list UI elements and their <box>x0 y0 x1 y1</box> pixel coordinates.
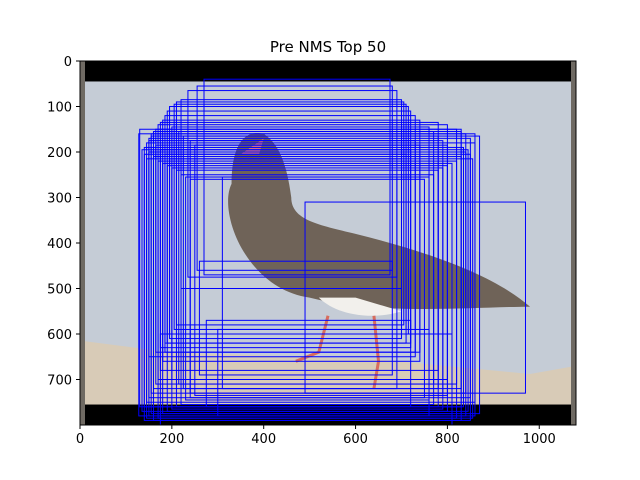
proposal-box <box>143 153 471 421</box>
proposal-box <box>178 131 435 385</box>
plot-area <box>79 60 577 426</box>
x-tick-label: 0 <box>76 432 84 447</box>
proposal-box <box>146 158 474 419</box>
proposal-box <box>159 149 412 349</box>
x-tick-label: 400 <box>251 432 276 447</box>
y-tick-label: 300 <box>47 192 72 207</box>
goose-belly <box>318 297 402 316</box>
y-tick-label: 600 <box>47 328 72 343</box>
x-tick-label: 1000 <box>523 432 556 447</box>
y-tick-label: 200 <box>47 146 72 161</box>
x-axis: 0 200 400 600 800 1000 <box>76 425 556 447</box>
proposal-box <box>171 126 430 380</box>
left-border <box>80 61 85 425</box>
proposal-box <box>194 144 448 396</box>
x-tick-label: 800 <box>435 432 460 447</box>
goose-beak <box>240 138 264 155</box>
right-border <box>571 61 576 425</box>
y-tick-label: 400 <box>47 237 72 252</box>
y-tick-label: 500 <box>47 283 72 298</box>
y-tick-label: 700 <box>47 374 72 389</box>
goose-body <box>228 132 531 309</box>
x-tick-label: 600 <box>343 432 368 447</box>
y-axis: 0 100 200 300 400 500 600 700 <box>47 55 80 389</box>
bottom-letterbox <box>85 404 571 425</box>
y-tick-label: 0 <box>64 55 72 70</box>
x-tick-label: 200 <box>159 432 184 447</box>
y-tick-label: 100 <box>47 101 72 116</box>
proposal-box <box>198 260 393 376</box>
proposal-box <box>182 135 439 390</box>
proposal-box <box>205 319 412 408</box>
proposal-box <box>196 85 393 271</box>
proposal-box <box>217 328 430 417</box>
proposal-boxes <box>138 78 526 426</box>
top-letterbox <box>85 61 571 82</box>
chart-title: Pre NMS Top 50 <box>270 38 386 56</box>
proposal-box <box>189 140 444 394</box>
